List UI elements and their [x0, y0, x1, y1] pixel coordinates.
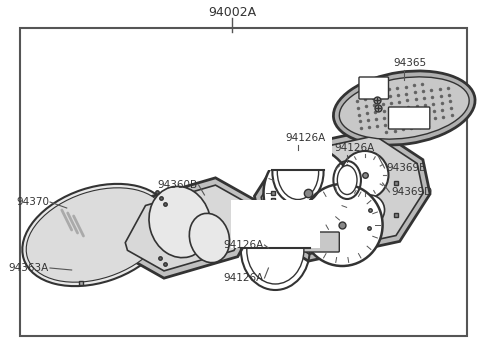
Polygon shape: [118, 178, 261, 278]
Ellipse shape: [22, 184, 170, 286]
FancyBboxPatch shape: [388, 107, 430, 129]
FancyBboxPatch shape: [300, 232, 339, 252]
Text: 94126A: 94126A: [285, 133, 325, 143]
Polygon shape: [254, 129, 430, 261]
Ellipse shape: [277, 144, 319, 200]
Text: 94002A: 94002A: [208, 6, 256, 18]
Ellipse shape: [355, 195, 384, 225]
Bar: [231, 200, 320, 248]
Ellipse shape: [302, 184, 383, 266]
Text: 94126A: 94126A: [223, 240, 264, 250]
Ellipse shape: [341, 151, 388, 199]
Ellipse shape: [337, 165, 357, 194]
Polygon shape: [125, 185, 254, 271]
Ellipse shape: [264, 147, 352, 239]
Ellipse shape: [26, 188, 166, 282]
Text: 94369D: 94369D: [392, 187, 432, 197]
Ellipse shape: [149, 186, 211, 258]
Bar: [264, 132, 333, 170]
Ellipse shape: [247, 216, 304, 284]
Text: 94363A: 94363A: [9, 263, 49, 273]
Ellipse shape: [334, 71, 475, 145]
FancyBboxPatch shape: [20, 28, 467, 336]
Ellipse shape: [339, 77, 469, 139]
Text: 94126A: 94126A: [335, 143, 374, 153]
Text: 94360B: 94360B: [157, 180, 198, 190]
Text: 94365: 94365: [394, 58, 427, 68]
Text: 94370: 94370: [16, 197, 49, 207]
Ellipse shape: [189, 213, 229, 263]
Text: 94369B: 94369B: [386, 163, 427, 173]
Ellipse shape: [358, 217, 380, 239]
Text: 94126A: 94126A: [223, 273, 264, 283]
Polygon shape: [261, 136, 423, 254]
FancyBboxPatch shape: [359, 77, 388, 99]
